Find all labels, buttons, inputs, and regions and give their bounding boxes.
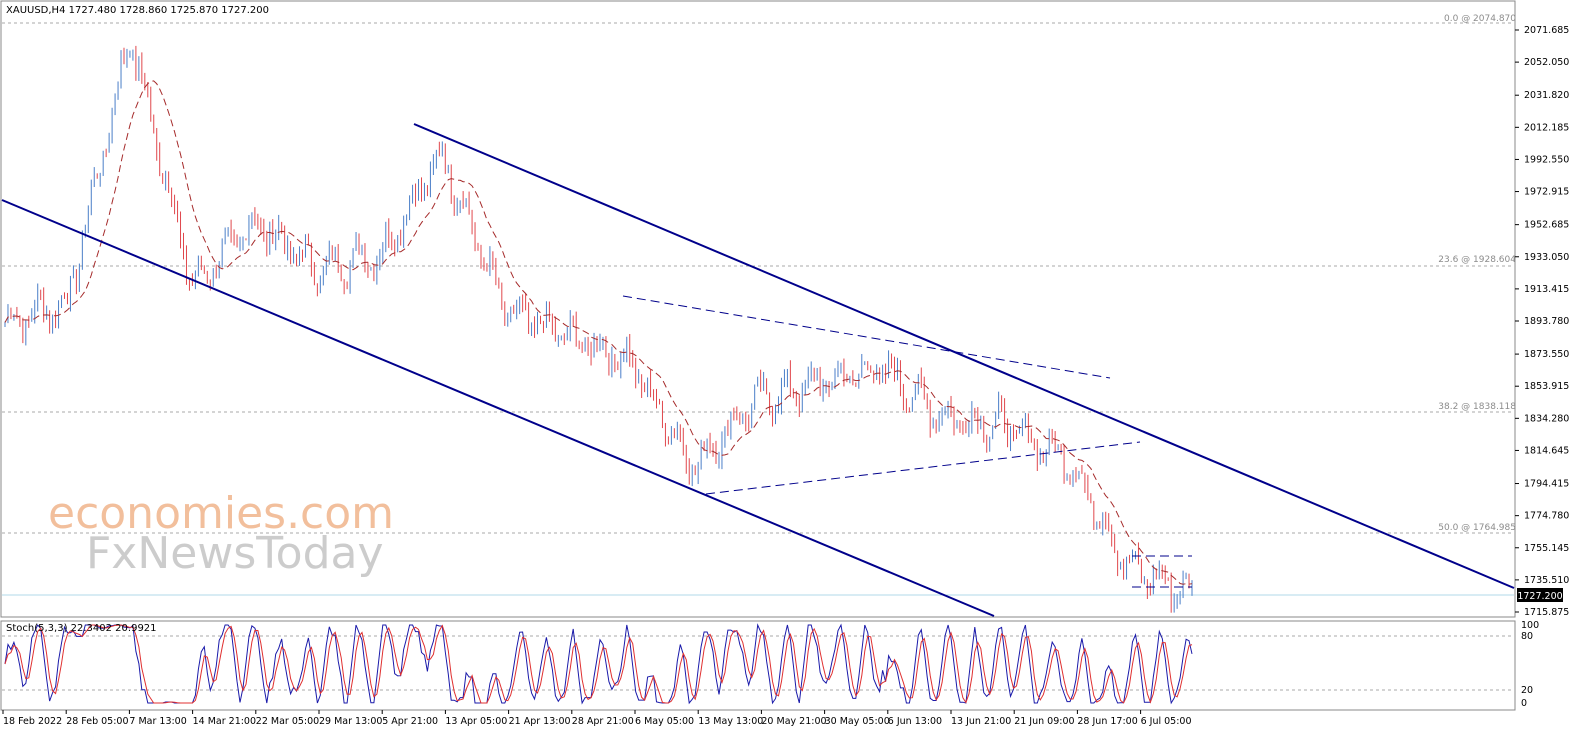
time-tick-label: 28 Feb 05:00 <box>66 716 128 727</box>
stoch-signal-line <box>4 624 1193 704</box>
price-tick-label: 1834.280 <box>1524 413 1569 424</box>
stoch-tick-label: 100 <box>1521 620 1539 631</box>
current-price-label: 1727.200 <box>1517 591 1562 602</box>
price-candles <box>4 45 1193 613</box>
stoch-main-line <box>4 623 1193 705</box>
price-tick-label: 1735.510 <box>1524 575 1569 586</box>
price-tick-label: 1952.685 <box>1524 220 1569 231</box>
triangle-upper-line[interactable] <box>622 295 1111 379</box>
current-price-box <box>1517 588 1563 602</box>
fib-label-38-2: 38.2 @ 1838.118 <box>1438 402 1516 412</box>
fib-label-50: 50.0 @ 1764.985 <box>1438 523 1516 533</box>
price-tick-label: 1913.415 <box>1524 284 1569 295</box>
time-tick-label: 28 Jun 17:00 <box>1077 716 1137 727</box>
symbol-ohlc-label: XAUUSD,H4 1727.480 1728.860 1725.870 172… <box>6 5 269 16</box>
moving-average-line <box>4 80 1193 585</box>
drawn-trendlines[interactable] <box>1 123 1515 617</box>
fib-label-23-6: 23.6 @ 1928.604 <box>1438 255 1516 265</box>
time-tick-label: 13 Jun 21:00 <box>951 716 1011 727</box>
price-tick-label: 1774.780 <box>1524 511 1569 522</box>
time-tick-label: 29 Mar 13:00 <box>319 716 382 727</box>
channel-lower-line[interactable] <box>1 199 995 617</box>
price-tick-label: 1755.145 <box>1524 543 1569 554</box>
price-tick-label: 1814.645 <box>1524 445 1569 456</box>
time-tick-label: 20 May 21:00 <box>761 716 826 727</box>
watermark: economies.com FxNewsToday <box>48 488 394 579</box>
price-tick-label: 1794.415 <box>1524 479 1569 490</box>
time-tick-label: 6 May 05:00 <box>635 716 694 727</box>
time-tick-label: 6 Jul 05:00 <box>1141 716 1192 727</box>
price-tick-label: 1933.050 <box>1524 252 1569 263</box>
triangle-lower-line[interactable] <box>705 441 1141 495</box>
time-tick-label: 6 Jun 13:00 <box>888 716 942 727</box>
time-tick-label: 14 Mar 21:00 <box>193 716 256 727</box>
price-tick-label: 1853.915 <box>1524 381 1569 392</box>
watermark-line1: economies.com <box>48 488 394 539</box>
price-tick-label: 2012.185 <box>1524 122 1569 133</box>
stoch-pane-border <box>0 620 1516 711</box>
stoch-tick-label: 20 <box>1521 685 1533 696</box>
channel-upper-line[interactable] <box>413 123 1515 589</box>
fib-label-0: 0.0 @ 2074.870 <box>1444 14 1516 24</box>
price-tick-label: 1893.780 <box>1524 316 1569 327</box>
time-tick-label: 21 Apr 13:00 <box>509 716 571 727</box>
stoch-tick-label: 0 <box>1521 698 1527 709</box>
price-tick-label: 1972.915 <box>1524 187 1569 198</box>
time-tick-label: 18 Feb 2022 <box>3 716 62 727</box>
price-tick-label: 2031.820 <box>1524 90 1569 101</box>
time-axis[interactable]: 18 Feb 2022 28 Feb 05:00 7 Mar 13:00 14 Mar… <box>2 710 1192 727</box>
price-axis[interactable]: 2071.685 2052.050 2031.820 2012.185 1992.550… <box>1515 25 1569 618</box>
stoch-tick-label: 80 <box>1521 631 1533 642</box>
price-tick-label: 1873.550 <box>1524 349 1569 360</box>
time-tick-label: 13 May 13:00 <box>698 716 763 727</box>
time-tick-label: 5 Apr 21:00 <box>382 716 438 727</box>
time-tick-label: 13 Apr 05:00 <box>445 716 507 727</box>
time-tick-label: 21 Jun 09:00 <box>1014 716 1074 727</box>
fibonacci-levels: 0.0 @ 2074.870 23.6 @ 1928.604 38.2 @ 18… <box>2 14 1516 534</box>
time-tick-label: 7 Mar 13:00 <box>129 716 186 727</box>
price-tick-label: 1992.550 <box>1524 154 1569 165</box>
current-price-tag: 1727.200 <box>1517 588 1563 602</box>
price-tick-label: 2052.050 <box>1524 57 1569 68</box>
time-tick-label: 28 Apr 21:00 <box>572 716 634 727</box>
time-tick-label: 30 May 05:00 <box>825 716 890 727</box>
watermark-line2: FxNewsToday <box>86 528 384 579</box>
price-pane-border <box>0 0 1516 618</box>
time-tick-label: 22 Mar 05:00 <box>256 716 319 727</box>
price-tick-label: 1715.875 <box>1524 607 1569 618</box>
stoch-label: Stoch(5,3,3) 22.3402 20.9921 <box>6 623 157 634</box>
price-tick-label: 2071.685 <box>1524 25 1569 36</box>
